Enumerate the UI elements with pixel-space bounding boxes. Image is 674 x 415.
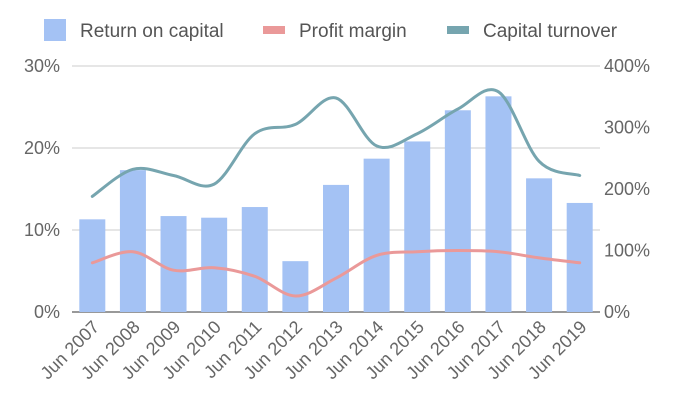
bar — [79, 219, 106, 312]
line-profit-margin — [90, 249, 582, 298]
legend-swatch — [447, 26, 469, 34]
bar — [160, 216, 187, 312]
bar — [323, 184, 349, 312]
legend-label: Profit margin — [299, 21, 407, 42]
legend-swatch — [44, 19, 66, 41]
right-axis-ticks: 0% 100% 200% 300% 400% — [604, 56, 650, 322]
bar — [526, 178, 553, 312]
right-tick-label: 200% — [604, 179, 650, 199]
left-tick-label: 30% — [24, 56, 60, 76]
right-tick-label: 100% — [604, 241, 650, 261]
bar — [444, 110, 471, 312]
right-tick-label: 300% — [604, 118, 650, 138]
left-tick-label: 20% — [24, 138, 60, 158]
left-axis-ticks: 0% 10% 20% 30% — [24, 56, 60, 322]
right-tick-label: 400% — [604, 56, 650, 76]
bar — [566, 202, 593, 312]
bar — [363, 158, 390, 312]
bar — [485, 96, 512, 312]
legend-swatch — [263, 26, 285, 34]
bar — [201, 217, 228, 312]
left-tick-label: 0% — [34, 302, 60, 322]
legend-label: Return on capital — [80, 21, 224, 42]
legend-label: Capital turnover — [483, 21, 618, 42]
left-tick-label: 10% — [24, 220, 60, 240]
right-tick-label: 0% — [604, 302, 630, 322]
bar-series — [79, 96, 593, 312]
line-series — [90, 88, 582, 298]
bar — [404, 141, 431, 312]
bar — [241, 207, 268, 312]
legend: Return on capital Profit margin Capital tu… — [44, 19, 618, 42]
line-capital-turnover — [90, 88, 582, 198]
bar — [119, 170, 146, 312]
bar — [282, 261, 309, 312]
